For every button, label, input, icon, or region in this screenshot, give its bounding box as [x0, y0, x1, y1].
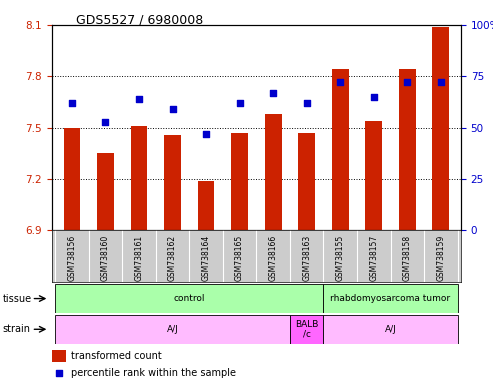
Text: GSM738166: GSM738166 — [269, 235, 278, 281]
Bar — [298, 133, 315, 230]
Text: A/J: A/J — [385, 325, 396, 334]
Text: GSM738159: GSM738159 — [436, 235, 445, 281]
Bar — [97, 153, 114, 230]
Bar — [265, 114, 282, 230]
Bar — [399, 70, 416, 230]
Text: GDS5527 / 6980008: GDS5527 / 6980008 — [76, 13, 204, 26]
Point — [169, 106, 176, 112]
Point — [55, 369, 63, 376]
Bar — [55, 315, 290, 344]
Text: GSM738155: GSM738155 — [336, 235, 345, 281]
Text: GSM738156: GSM738156 — [68, 235, 76, 281]
Bar — [64, 127, 80, 230]
Text: GSM738164: GSM738164 — [202, 235, 211, 281]
Point — [236, 100, 244, 106]
Bar — [323, 284, 458, 313]
Text: transformed count: transformed count — [71, 351, 162, 361]
Text: GSM738160: GSM738160 — [101, 235, 110, 281]
Bar — [198, 181, 214, 230]
Text: GSM738165: GSM738165 — [235, 235, 244, 281]
Text: GSM738161: GSM738161 — [135, 235, 143, 281]
Text: A/J: A/J — [167, 325, 178, 334]
Point — [269, 90, 277, 96]
Bar — [231, 133, 248, 230]
Bar — [432, 26, 449, 230]
Text: GSM738158: GSM738158 — [403, 235, 412, 281]
Point — [135, 96, 143, 102]
Bar — [290, 315, 323, 344]
Text: control: control — [174, 294, 205, 303]
Bar — [164, 134, 181, 230]
Bar — [131, 126, 147, 230]
Point — [102, 118, 109, 124]
Text: percentile rank within the sample: percentile rank within the sample — [71, 367, 237, 377]
Point — [336, 79, 344, 86]
Bar — [365, 121, 382, 230]
Point — [202, 131, 210, 137]
Bar — [52, 350, 66, 362]
Point — [437, 79, 445, 86]
Point — [303, 100, 311, 106]
Point — [370, 94, 378, 100]
Text: tissue: tissue — [2, 293, 32, 304]
Text: rhabdomyosarcoma tumor: rhabdomyosarcoma tumor — [330, 294, 451, 303]
Bar — [323, 315, 458, 344]
Point — [68, 100, 76, 106]
Text: GSM738157: GSM738157 — [369, 235, 378, 281]
Text: strain: strain — [2, 324, 31, 334]
Text: GSM738162: GSM738162 — [168, 235, 177, 281]
Point — [403, 79, 411, 86]
Text: BALB
/c: BALB /c — [295, 319, 318, 339]
Bar — [332, 70, 349, 230]
Bar — [55, 284, 323, 313]
Text: GSM738163: GSM738163 — [302, 235, 311, 281]
